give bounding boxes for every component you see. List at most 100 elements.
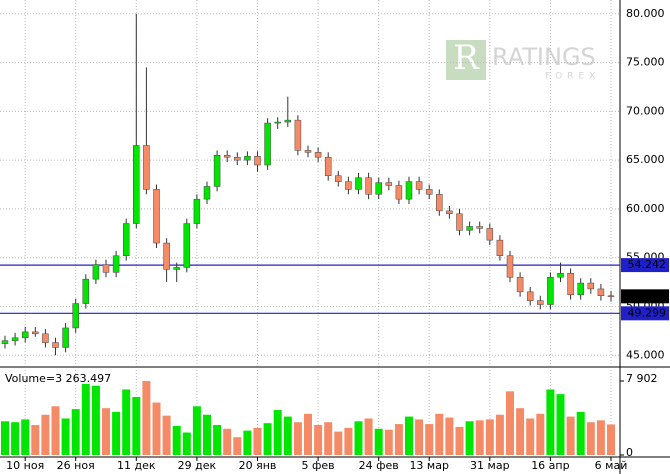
y-tick-label: 60.000 [626, 202, 665, 215]
x-tick-label: 24 фев [359, 459, 399, 472]
volume-bar [324, 422, 333, 455]
volume-bar [526, 418, 535, 455]
x-tick-label: 6 май [595, 459, 628, 472]
volume-bar [394, 424, 403, 455]
volume-bar [263, 423, 272, 455]
y-tick-label: 75.000 [626, 56, 665, 69]
logo-box [446, 40, 486, 80]
candle-body [234, 156, 241, 161]
candle-body [264, 122, 271, 166]
candle-body [466, 226, 473, 231]
volume-bar [233, 437, 242, 455]
candle-body [122, 223, 130, 256]
candle-body [597, 288, 605, 297]
y-tick-label: 0 [626, 446, 633, 459]
volume-bar [384, 429, 393, 455]
volume-bar [112, 411, 121, 455]
candle-body [395, 185, 403, 200]
volume-bar [566, 416, 575, 455]
x-tick-label: 13 мар [409, 459, 449, 472]
volume-bar [192, 406, 201, 455]
volume-bar [293, 422, 302, 455]
volume-bar [465, 421, 474, 455]
volume-bar [61, 418, 70, 455]
volume-bar [172, 425, 181, 455]
candle-body [244, 155, 251, 161]
volume-label: Volume=3 263.497 [5, 372, 111, 385]
candle-body [345, 181, 352, 190]
volume-bar [405, 416, 413, 455]
candle-body [537, 300, 544, 305]
candle-body [436, 194, 443, 212]
x-tick-label: 31 мар [470, 459, 510, 472]
volume-bar [576, 411, 585, 455]
candle-body [173, 267, 180, 270]
candle-body [163, 242, 170, 270]
candle-body [223, 155, 231, 158]
volume-bar [273, 410, 282, 455]
candle-body [102, 264, 110, 273]
candle-body [203, 186, 211, 200]
candle-body [52, 342, 59, 348]
candle-body [42, 333, 49, 343]
volume-bar [314, 425, 323, 455]
volume-bar [51, 406, 60, 455]
candle-body [446, 210, 453, 215]
volume-bar [516, 408, 525, 455]
candle-body [254, 155, 261, 166]
x-tick-label: 29 дек [178, 459, 217, 472]
level-label: 54.242 [628, 258, 667, 271]
candle-body [567, 273, 574, 296]
volume-bar [445, 417, 454, 455]
candle-body [526, 291, 534, 301]
volume-bar [91, 385, 100, 455]
candle-body [355, 177, 362, 190]
candle-body [365, 177, 372, 195]
volume-bar [243, 430, 252, 455]
volume-bar [213, 425, 222, 455]
candle-body [577, 282, 584, 296]
candle-body [72, 303, 79, 329]
candle-body [274, 121, 281, 124]
level-label: 49.299 [628, 306, 667, 319]
last-price-box [621, 289, 669, 304]
candle-body [607, 295, 615, 298]
candle-body [375, 182, 382, 195]
candle-body [193, 198, 201, 224]
y-tick-label: 7 902 [626, 372, 658, 385]
candle-body [82, 278, 90, 304]
x-tick-label: 11 дек [117, 459, 156, 472]
volume-bar [162, 415, 171, 455]
volume-bar [41, 414, 50, 455]
volume-bar [304, 413, 312, 455]
candle-body [496, 239, 504, 256]
volume-bar [11, 422, 20, 455]
y-tick-label: 45.000 [626, 348, 665, 361]
candle-body [324, 156, 332, 176]
volume-bar [475, 420, 484, 455]
candle-body [385, 182, 393, 186]
candle-body [1, 340, 9, 344]
volume-bar [425, 424, 434, 455]
volume-bar [354, 421, 363, 455]
candle-body [213, 155, 221, 187]
volume-bar [122, 389, 131, 455]
volume-bar [21, 419, 30, 455]
level-box [621, 306, 669, 321]
candle-body [425, 189, 433, 195]
candle-body [415, 181, 423, 190]
candle-body [506, 255, 514, 278]
x-tick-label: 26 ноя [57, 459, 95, 472]
volume-bar [506, 391, 514, 455]
volume-bar [223, 428, 232, 455]
candle-body [405, 181, 413, 200]
candle-body [516, 276, 524, 293]
watermark-sub: FOREX [545, 72, 600, 82]
watermark: RATINGS [492, 43, 596, 71]
candle-body [314, 152, 322, 158]
x-tick-label: 5 фев [302, 459, 335, 472]
volume-bar [546, 389, 555, 455]
y-tick-label: 80.000 [626, 7, 665, 20]
last-price-label: 51.040 [628, 289, 667, 302]
